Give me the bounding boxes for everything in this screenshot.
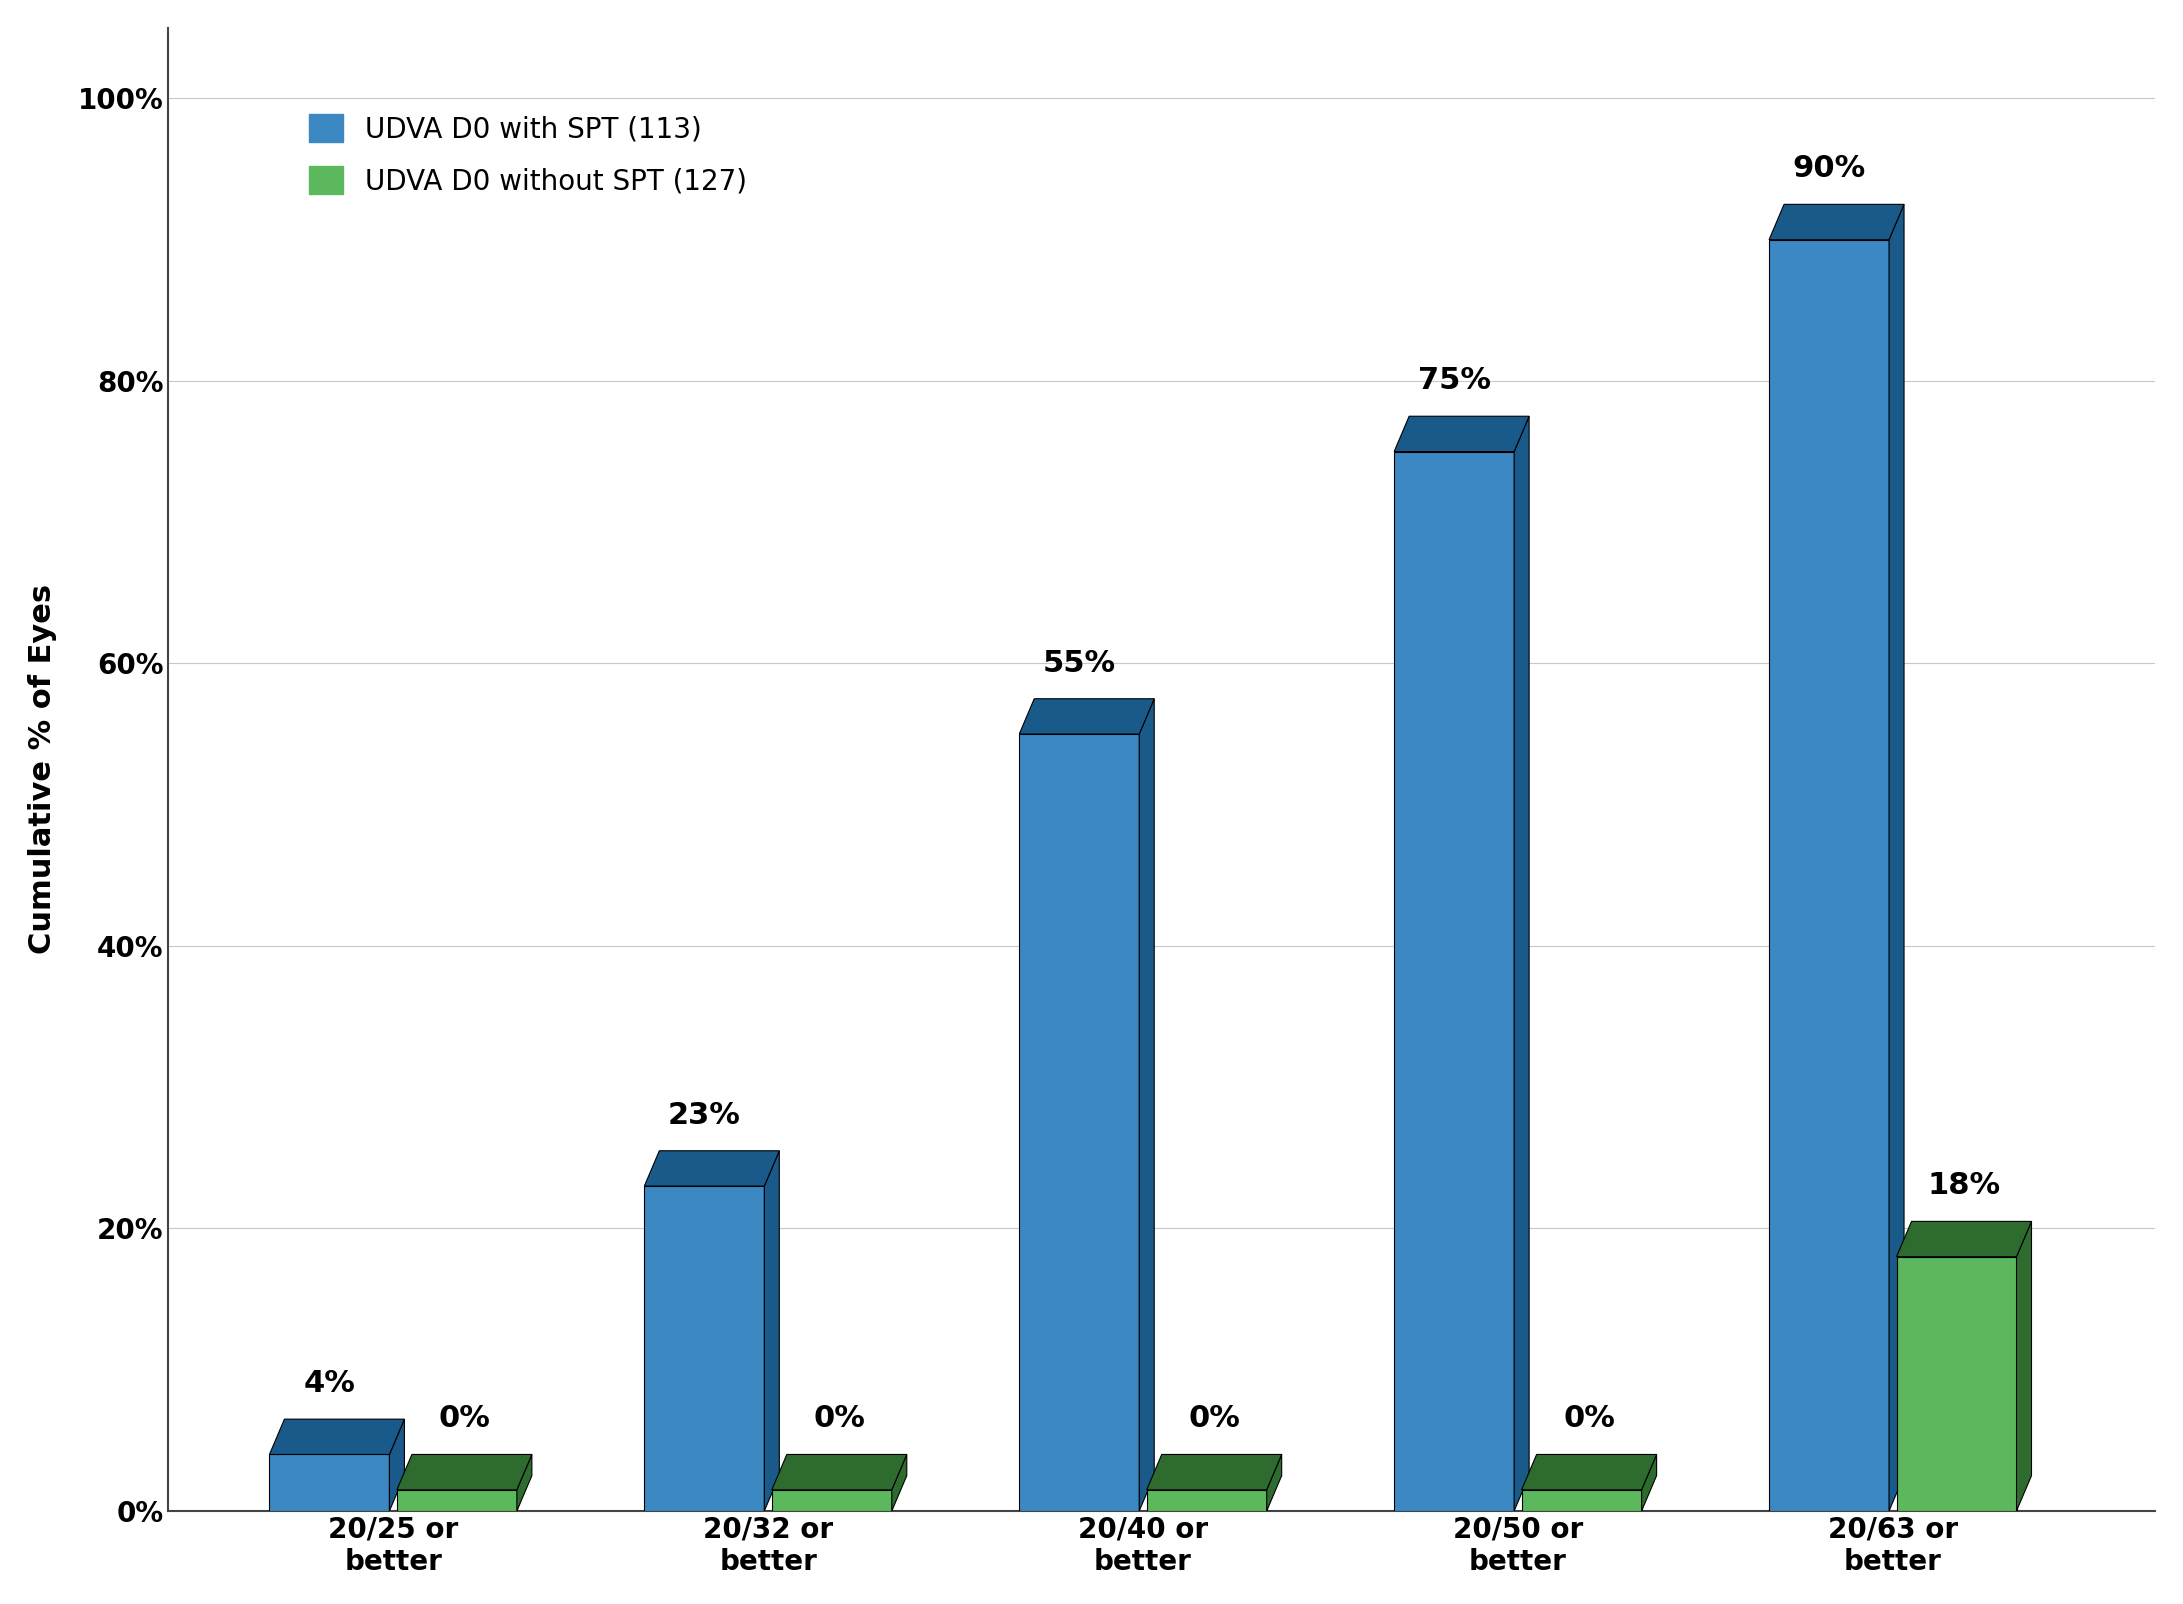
FancyBboxPatch shape xyxy=(1019,735,1140,1511)
Polygon shape xyxy=(517,1455,533,1511)
Polygon shape xyxy=(1515,415,1528,1511)
Polygon shape xyxy=(773,1455,906,1490)
Text: 90%: 90% xyxy=(1792,154,1866,183)
Polygon shape xyxy=(269,1420,404,1455)
Y-axis label: Cumulative % of Eyes: Cumulative % of Eyes xyxy=(28,584,57,954)
Text: 18%: 18% xyxy=(1928,1171,2000,1200)
Text: 75%: 75% xyxy=(1417,366,1491,395)
Polygon shape xyxy=(1019,699,1155,735)
FancyBboxPatch shape xyxy=(1395,452,1515,1511)
Polygon shape xyxy=(1140,699,1155,1511)
Text: 0%: 0% xyxy=(1188,1404,1240,1434)
Polygon shape xyxy=(1768,204,1904,239)
Legend: UDVA D0 with SPT (113), UDVA D0 without SPT (127): UDVA D0 with SPT (113), UDVA D0 without … xyxy=(282,87,775,223)
FancyBboxPatch shape xyxy=(1522,1490,1642,1511)
Text: 23%: 23% xyxy=(668,1100,740,1129)
FancyBboxPatch shape xyxy=(644,1185,764,1511)
FancyBboxPatch shape xyxy=(1146,1490,1266,1511)
Polygon shape xyxy=(397,1455,533,1490)
Text: 4%: 4% xyxy=(303,1368,356,1399)
Polygon shape xyxy=(2017,1221,2032,1511)
Text: 0%: 0% xyxy=(1563,1404,1615,1434)
Polygon shape xyxy=(764,1150,779,1511)
Polygon shape xyxy=(644,1150,779,1185)
FancyBboxPatch shape xyxy=(1768,239,1888,1511)
Polygon shape xyxy=(1395,415,1528,452)
FancyBboxPatch shape xyxy=(269,1455,389,1511)
Polygon shape xyxy=(893,1455,906,1511)
Text: 0%: 0% xyxy=(439,1404,491,1434)
Polygon shape xyxy=(1888,204,1904,1511)
Text: 0%: 0% xyxy=(814,1404,864,1434)
Polygon shape xyxy=(1522,1455,1657,1490)
Polygon shape xyxy=(389,1420,404,1511)
Polygon shape xyxy=(1642,1455,1657,1511)
FancyBboxPatch shape xyxy=(1897,1256,2017,1511)
Polygon shape xyxy=(1266,1455,1281,1511)
Text: 55%: 55% xyxy=(1043,648,1116,677)
FancyBboxPatch shape xyxy=(773,1490,893,1511)
Polygon shape xyxy=(1146,1455,1281,1490)
FancyBboxPatch shape xyxy=(397,1490,517,1511)
Polygon shape xyxy=(1897,1221,2032,1256)
